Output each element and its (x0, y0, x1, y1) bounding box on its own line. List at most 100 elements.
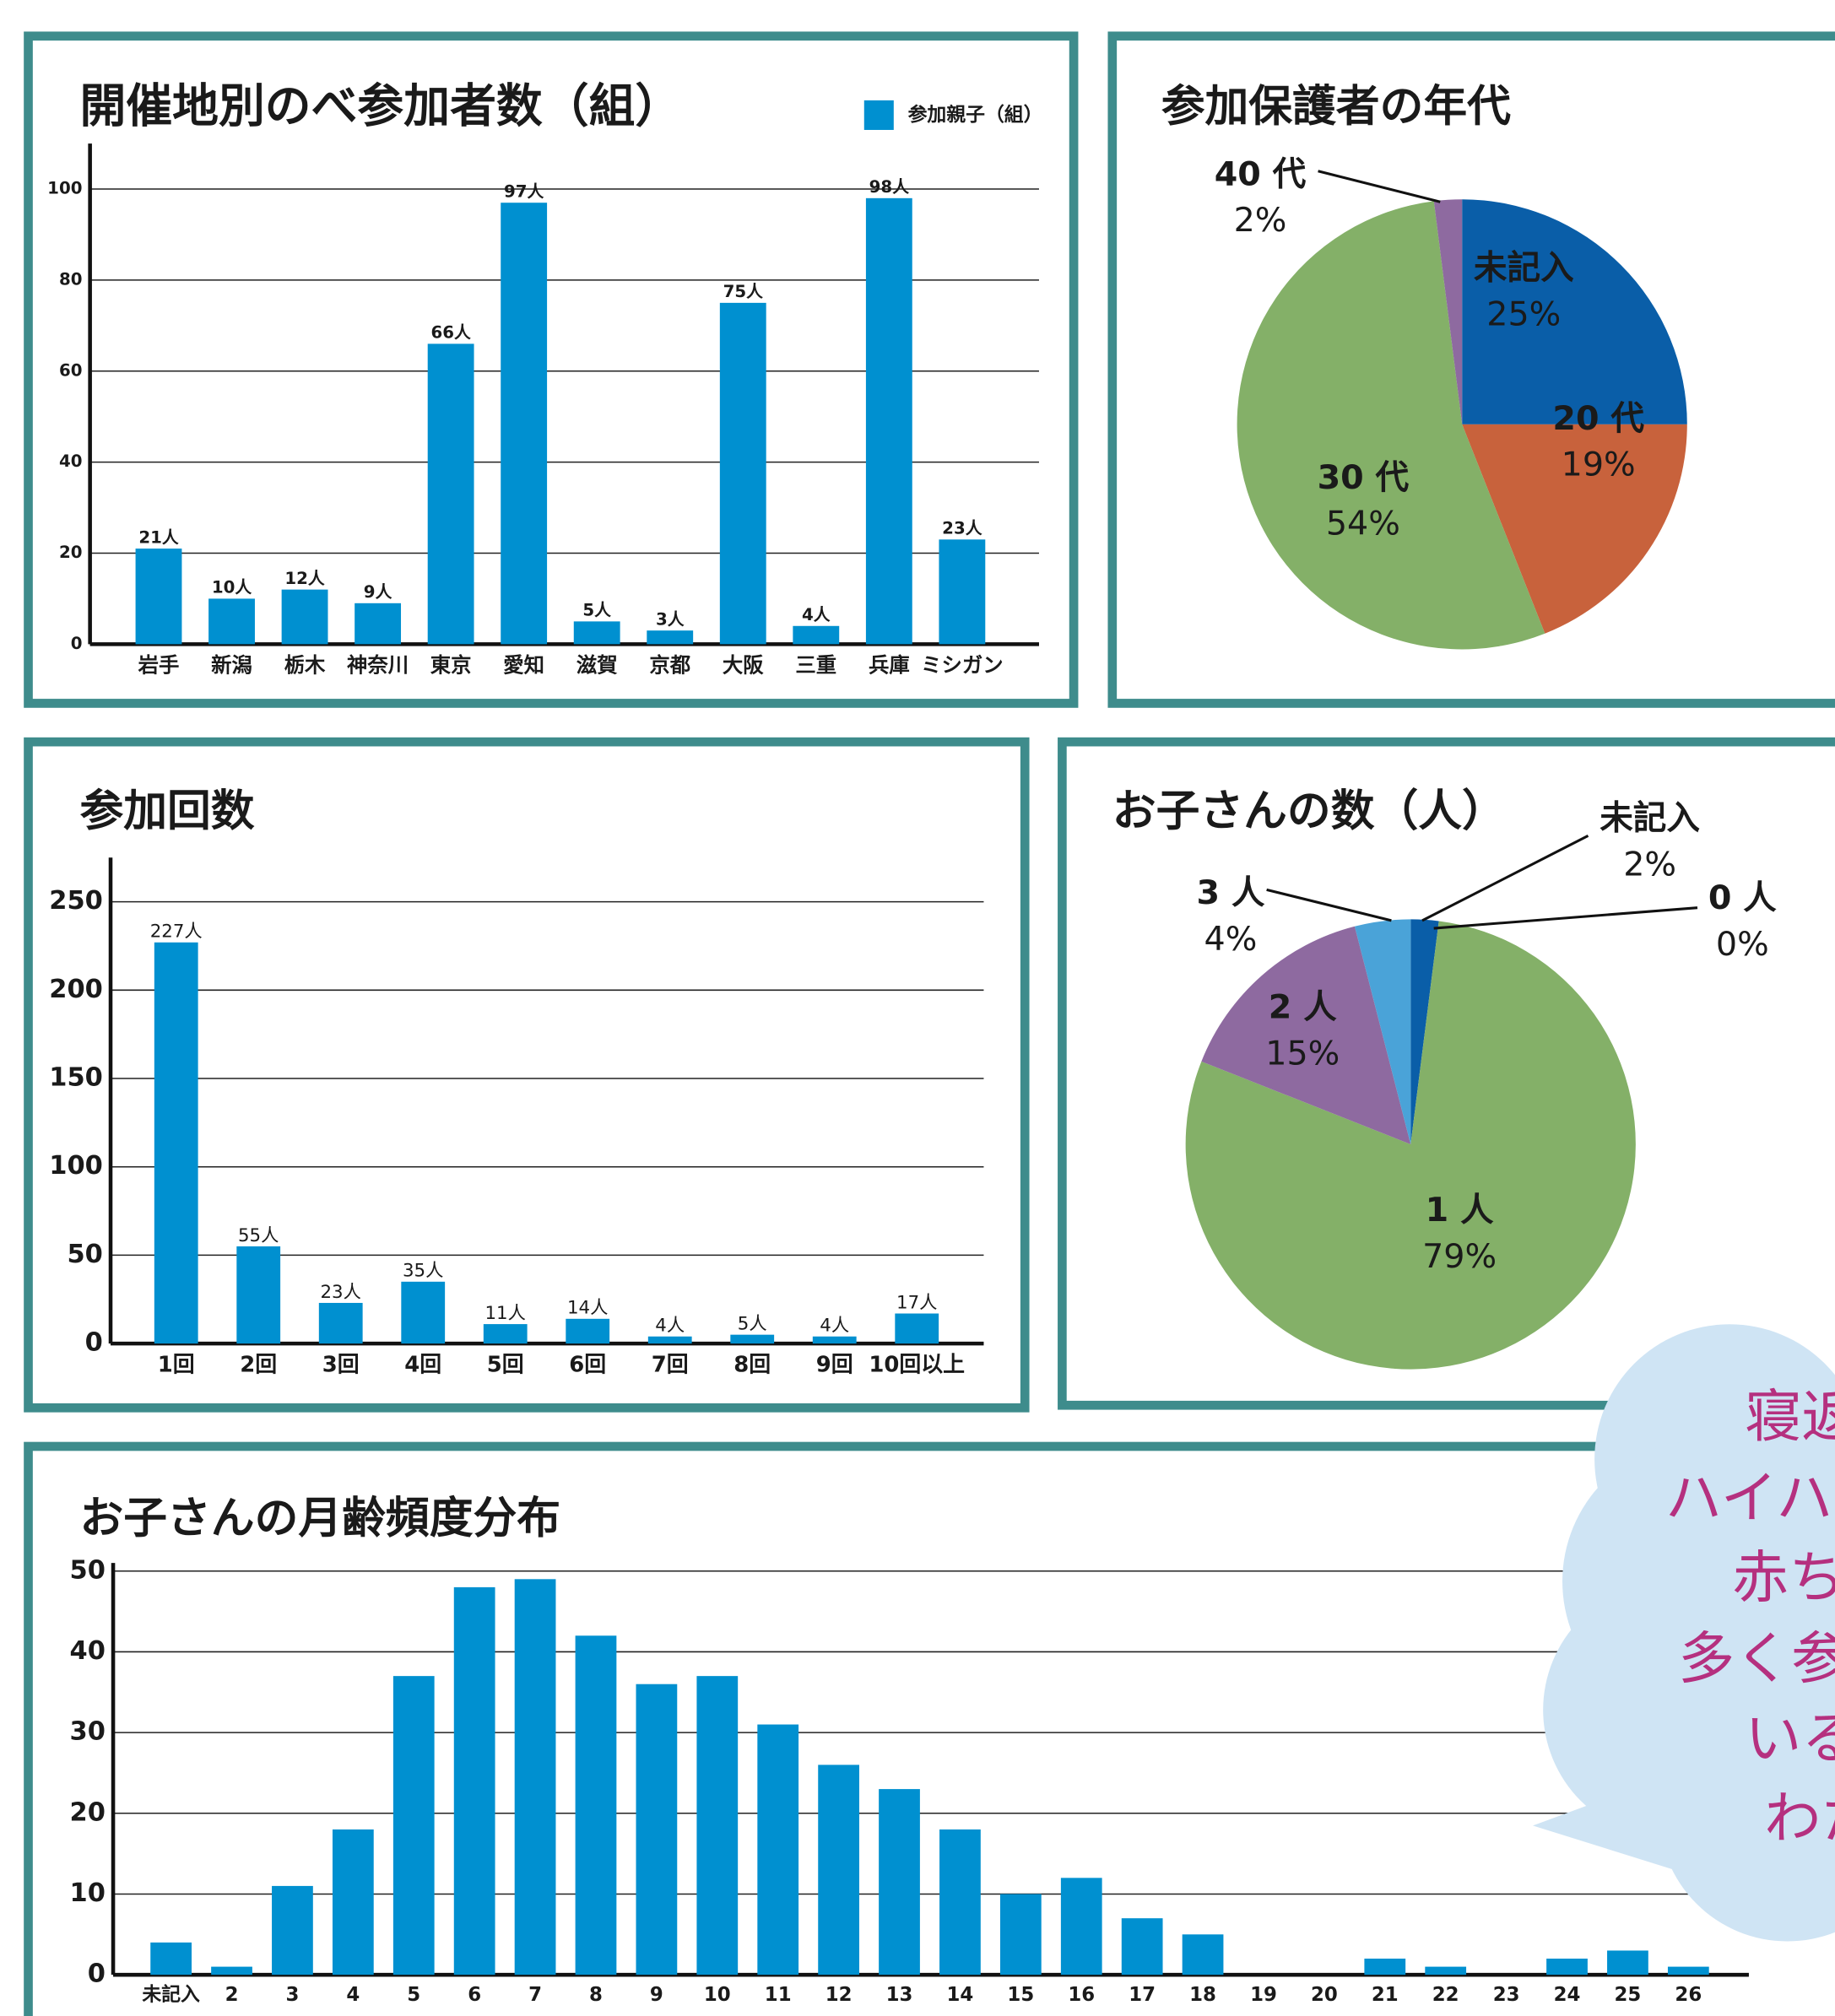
bar (236, 1246, 281, 1344)
bar (135, 549, 182, 645)
callout-text: 寝返 (1745, 1384, 1835, 1450)
x-tick-label: 兵庫 (869, 652, 910, 677)
x-tick-label: 栃木 (284, 652, 326, 677)
data-label: 98人 (869, 177, 910, 197)
bar (281, 589, 328, 645)
data-label: 23人 (942, 519, 982, 538)
y-tick-label: 50 (67, 1240, 102, 1269)
slice-value: 2% (1623, 845, 1676, 884)
x-tick-label: 16 (1068, 1984, 1095, 2006)
x-tick-label: 三重 (795, 652, 836, 677)
bar (865, 197, 912, 645)
bar (427, 343, 474, 645)
slice-label: 0 人 (1708, 878, 1777, 917)
panel (24, 31, 1079, 708)
data-label: 14人 (567, 1298, 608, 1319)
bar (730, 1334, 775, 1344)
x-tick-label: 7回 (652, 1353, 689, 1378)
bar (208, 598, 255, 645)
data-label: 4人 (802, 605, 831, 624)
leader-line (1318, 170, 1441, 203)
chart-title: お子さんの数（人） (1112, 786, 1506, 836)
bar (566, 1318, 610, 1344)
slice-label: 40 代 (1215, 154, 1307, 193)
x-tick-label: ミシガン (921, 652, 1003, 677)
y-tick-label: 0 (85, 1328, 103, 1358)
y-tick-label: 0 (71, 634, 83, 653)
callout-text: ハイハ (1665, 1465, 1832, 1531)
bar (355, 603, 402, 645)
y-tick-label: 150 (49, 1063, 103, 1093)
x-tick-label: 2回 (240, 1353, 277, 1378)
data-label: 4人 (820, 1316, 849, 1337)
y-tick-label: 200 (49, 975, 103, 1004)
bar (211, 1966, 252, 1975)
bar (696, 1676, 739, 1975)
data-label: 23人 (321, 1282, 361, 1303)
y-tick-label: 250 (49, 886, 103, 916)
panel (24, 1441, 1835, 2016)
x-tick-label: 12 (825, 1984, 853, 2006)
bar (636, 1684, 678, 1975)
pie-slice (1354, 919, 1411, 1144)
bar (1667, 1966, 1709, 1975)
x-tick-label: 神奈川 (347, 652, 409, 677)
x-tick-label: 9 (650, 1984, 663, 2006)
pie-slice (1433, 199, 1463, 424)
bar (1425, 1966, 1467, 1975)
speech-bubble (1532, 1324, 1835, 1942)
y-tick-label: 100 (49, 1151, 103, 1181)
callout-text: いる (1745, 1705, 1835, 1771)
bar (154, 942, 198, 1344)
data-label: 17人 (896, 1292, 937, 1313)
x-tick-label: 9回 (816, 1353, 853, 1378)
chart-title: お子さんの月齢頻度分布 (79, 1493, 560, 1543)
bar (514, 1579, 556, 1975)
data-label: 11人 (485, 1303, 526, 1324)
callout-text: 赤ち (1732, 1545, 1835, 1611)
bar (1546, 1959, 1588, 1975)
x-tick-label: 8 (589, 1984, 603, 2006)
callout-text: わた (1764, 1785, 1835, 1851)
x-tick-label: 10回以上 (869, 1353, 965, 1378)
chart-title: 開催地別のべ参加者数（組） (79, 79, 681, 133)
x-tick-label: 大阪 (723, 652, 764, 677)
y-tick-label: 0 (88, 1959, 106, 1989)
data-label: 55人 (238, 1225, 279, 1246)
data-label: 12人 (284, 569, 325, 588)
data-label: 21人 (138, 527, 179, 547)
bar (483, 1324, 528, 1344)
bar (272, 1885, 313, 1975)
pie-slice (1201, 926, 1411, 1144)
bar (1060, 1878, 1102, 1975)
bar (332, 1829, 374, 1975)
x-tick-label: 5回 (487, 1353, 524, 1378)
bar (575, 1635, 617, 1975)
y-tick-label: 40 (70, 1636, 106, 1666)
data-label: 5人 (738, 1313, 767, 1334)
x-tick-label: 11 (765, 1984, 792, 2006)
x-tick-label: 1回 (158, 1353, 195, 1378)
y-tick-label: 80 (59, 269, 83, 289)
slice-value: 54% (1326, 505, 1400, 543)
x-tick-label: 2 (225, 1984, 239, 2006)
x-tick-label: 4 (346, 1984, 360, 2006)
x-tick-label: 京都 (649, 652, 690, 677)
data-label: 10人 (212, 578, 252, 597)
y-tick-label: 100 (47, 179, 82, 198)
data-label: 227人 (150, 922, 203, 943)
x-tick-label: 25 (1615, 1984, 1642, 2006)
legend-label: 参加親子（組） (908, 104, 1043, 127)
x-tick-label: 6 (468, 1984, 481, 2006)
pie-slice (1237, 201, 1545, 650)
data-label: 75人 (723, 282, 764, 301)
slice-label: 1 人 (1426, 1191, 1494, 1230)
bar (573, 621, 620, 645)
x-tick-label: 24 (1554, 1984, 1581, 2006)
x-tick-label: 22 (1432, 1984, 1459, 2006)
slice-value: 0% (1716, 925, 1769, 964)
slice-value: 4% (1204, 920, 1258, 959)
x-tick-label: 東京 (430, 652, 472, 677)
